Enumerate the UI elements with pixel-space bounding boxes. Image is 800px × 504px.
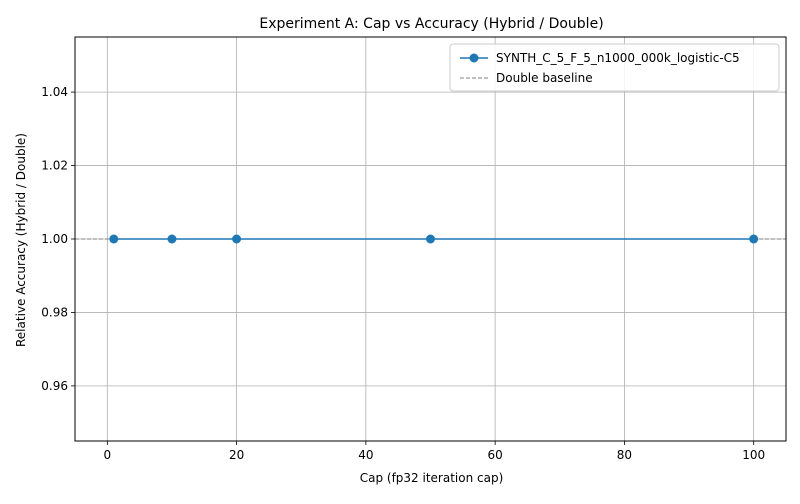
y-tick-label: 0.96 bbox=[41, 379, 68, 393]
y-axis-label: Relative Accuracy (Hybrid / Double) bbox=[14, 133, 28, 347]
legend-series-label: SYNTH_C_5_F_5_n1000_000k_logistic-C5 bbox=[496, 51, 740, 65]
x-tick-label: 80 bbox=[617, 448, 632, 462]
x-tick-label: 60 bbox=[487, 448, 502, 462]
x-tick-label: 100 bbox=[742, 448, 765, 462]
legend-baseline-label: Double baseline bbox=[496, 71, 593, 85]
y-axis-ticks: 0.96 0.98 1.00 1.02 1.04 bbox=[41, 85, 75, 393]
chart-title: Experiment A: Cap vs Accuracy (Hybrid / … bbox=[259, 16, 603, 32]
x-tick-label: 0 bbox=[103, 448, 111, 462]
series-layer bbox=[109, 234, 759, 244]
x-tick-label: 40 bbox=[358, 448, 373, 462]
y-tick-label: 0.98 bbox=[41, 305, 68, 319]
y-tick-label: 1.00 bbox=[41, 232, 68, 246]
legend-series-marker bbox=[469, 53, 479, 63]
x-axis-ticks: 0 20 40 60 80 100 bbox=[103, 441, 765, 462]
data-point bbox=[749, 234, 759, 244]
legend: SYNTH_C_5_F_5_n1000_000k_logistic-C5 Dou… bbox=[449, 43, 780, 92]
x-axis-label: Cap (fp32 iteration cap) bbox=[360, 471, 504, 485]
legend-frame bbox=[449, 43, 780, 92]
data-point bbox=[232, 234, 242, 244]
y-tick-label: 1.04 bbox=[41, 85, 68, 99]
data-point bbox=[109, 234, 119, 244]
data-point bbox=[167, 234, 177, 244]
data-point bbox=[426, 234, 435, 244]
x-tick-label: 20 bbox=[229, 448, 244, 462]
y-tick-label: 1.02 bbox=[41, 159, 68, 173]
